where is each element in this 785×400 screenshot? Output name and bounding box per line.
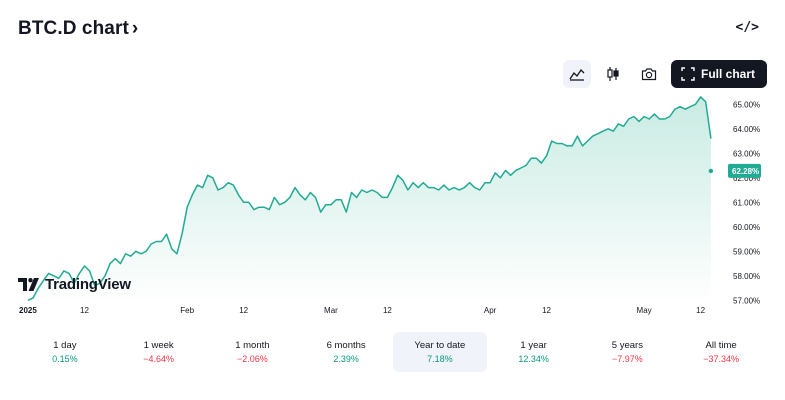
x-tick-label: 2025 — [19, 306, 37, 315]
y-tick-label: 61.00% — [733, 198, 760, 207]
period-tab[interactable]: All time −37.34% — [674, 332, 768, 372]
period-label: 1 month — [235, 340, 270, 351]
period-tab[interactable]: Year to date 7.18% — [393, 332, 487, 372]
period-label: 5 years — [611, 340, 643, 351]
camera-icon — [641, 68, 657, 81]
x-tick-label: 12 — [383, 306, 392, 315]
period-tab[interactable]: 1 week −4.64% — [112, 332, 206, 372]
tradingview-logo: TradingView — [18, 276, 131, 293]
period-change-value: 2.39% — [333, 354, 359, 364]
period-label: 1 day — [53, 340, 77, 351]
full-chart-label: Full chart — [700, 67, 755, 81]
period-change-value: 12.34% — [518, 354, 549, 364]
area-fill — [28, 96, 711, 305]
period-tab[interactable]: 5 years −7.97% — [581, 332, 675, 372]
x-tick-label: Feb — [180, 306, 194, 315]
area-chart-style-button[interactable] — [562, 60, 591, 88]
period-change-value: −7.97% — [611, 354, 643, 364]
period-label: All time — [705, 340, 737, 351]
screenshot-button[interactable] — [635, 60, 663, 88]
fullscreen-icon — [681, 67, 695, 81]
full-chart-button[interactable]: Full chart — [670, 60, 767, 88]
y-tick-label: 65.00% — [733, 100, 760, 109]
x-tick-label: Apr — [484, 306, 497, 315]
period-change-value: −2.06% — [236, 354, 268, 364]
period-change-value: −4.64% — [143, 354, 175, 364]
series-line — [27, 96, 712, 301]
chevron-right-icon: › — [131, 18, 139, 39]
tradingview-logo-icon — [18, 278, 39, 291]
period-label: 1 year — [520, 340, 547, 351]
x-tick-label: 12 — [696, 306, 705, 315]
price-badge — [728, 163, 761, 178]
y-tick-label: 58.00% — [733, 272, 760, 281]
period-performance-tabs: 1 day 0.15% 1 week −4.64% 1 month −2.06% 6 mon… — [18, 332, 768, 372]
btc-dominance-chart[interactable]: 65.00% 64.00% 63.00% 62.00% 61.00% 60.00% 59.0… — [0, 90, 785, 320]
y-tick-label: 63.00% — [733, 149, 760, 158]
y-tick-label: 62.00% — [733, 174, 760, 183]
area-chart-icon — [569, 68, 585, 81]
period-change-value: 0.15% — [52, 354, 78, 364]
y-tick-label: 59.00% — [733, 247, 760, 256]
embed-code-icon[interactable]: </> — [735, 20, 759, 35]
period-label: Year to date — [414, 340, 466, 351]
chart-toolbar: Full chart — [562, 60, 767, 88]
period-label: 6 months — [326, 340, 366, 351]
period-tab[interactable]: 1 month −2.06% — [206, 332, 300, 372]
period-tab[interactable]: 6 months 2.39% — [299, 332, 393, 372]
price-badge-label: 62.28% — [732, 167, 759, 176]
y-tick-label: 60.00% — [733, 223, 760, 232]
period-tab[interactable]: 1 year 12.34% — [487, 332, 581, 372]
candles-chart-style-button[interactable] — [599, 60, 627, 88]
period-label: 1 week — [143, 340, 174, 351]
x-tick-label: 12 — [239, 306, 248, 315]
y-tick-label: 57.00% — [733, 296, 760, 305]
y-tick-label: 64.00% — [733, 125, 760, 134]
period-tab[interactable]: 1 day 0.15% — [18, 332, 112, 372]
chart-title-link[interactable]: BTC.D chart › — [18, 18, 138, 40]
candlestick-icon — [607, 67, 619, 81]
last-point — [708, 168, 714, 174]
period-change-value: 7.18% — [427, 354, 453, 364]
x-tick-label: 12 — [80, 306, 89, 315]
x-tick-label: May — [637, 306, 652, 315]
logo-text: TradingView — [45, 276, 131, 293]
page-title: BTC.D chart — [18, 18, 129, 39]
x-tick-label: Mar — [324, 306, 338, 315]
period-change-value: −37.34% — [703, 354, 740, 364]
x-tick-label: 12 — [542, 306, 551, 315]
